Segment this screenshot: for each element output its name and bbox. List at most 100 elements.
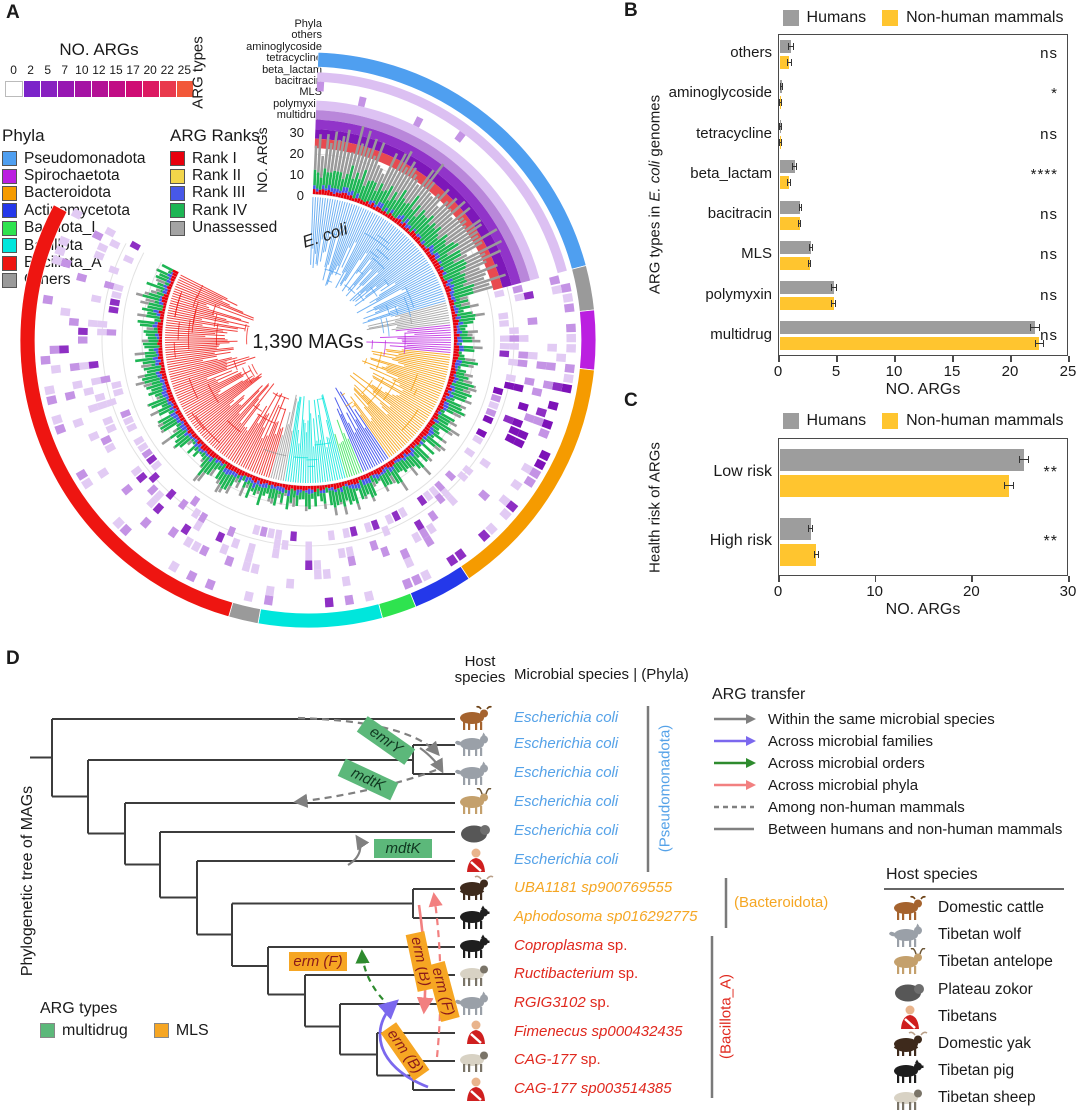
arg-heatmap-tile — [524, 476, 536, 488]
radial-bar-segment — [440, 277, 443, 278]
group-label-pseudomonadota: (Pseudomonadota) — [657, 709, 674, 869]
humans-legend-label: Humans — [807, 9, 867, 27]
radial-bar-segment — [430, 428, 433, 430]
host-legend-sheep — [886, 1084, 932, 1112]
radial-bar-segment — [138, 321, 155, 323]
radial-bar-segment — [192, 440, 194, 441]
tree-branch — [165, 335, 205, 336]
radial-bar-segment — [165, 382, 168, 383]
radial-bar-segment — [159, 300, 162, 301]
radial-bar-segment — [461, 406, 466, 408]
bar-mammals — [780, 297, 834, 310]
arg-heatmap-tile — [251, 563, 260, 574]
x-tick-label: 30 — [1050, 583, 1080, 600]
radial-bar-segment — [135, 353, 145, 354]
significance-label: ns — [1004, 206, 1058, 223]
radial-bar-segment — [375, 205, 376, 208]
arg-heatmap-tile — [108, 265, 119, 274]
phyla-ring-segment — [572, 266, 595, 312]
host-legend-label: Domestic yak — [938, 1035, 1031, 1053]
radial-bar-segment — [198, 444, 201, 447]
radial-bar-segment — [464, 375, 473, 377]
arg-heatmap-tile — [519, 335, 529, 342]
radial-bar-segment — [161, 291, 163, 292]
radial-bar-segment — [200, 466, 201, 467]
radial-bar-segment — [343, 482, 344, 486]
arg-heatmap-tile — [347, 556, 356, 567]
radial-bar-segment — [171, 282, 174, 283]
radial-bar-segment — [318, 489, 319, 497]
radial-bar-segment — [459, 356, 464, 357]
phyla-ring-segment — [410, 566, 469, 607]
radial-bar-segment — [456, 299, 460, 300]
arg-heatmap-tile — [95, 393, 106, 402]
radial-bar-segment — [378, 202, 380, 207]
radial-bar-segment — [337, 483, 338, 488]
radial-bar-segment — [355, 198, 356, 202]
radial-bar-segment — [423, 248, 425, 250]
arg-heatmap-tile — [342, 576, 351, 587]
radial-bar-segment — [414, 229, 416, 231]
arg-heatmap-tile — [364, 522, 373, 533]
radial-bar-segment — [158, 283, 164, 285]
radial-bar-segment — [174, 403, 177, 404]
taxon-label: Escherichia coli — [514, 709, 618, 726]
radial-bar-segment — [195, 440, 197, 442]
radial-bar-segment — [281, 484, 282, 487]
radial-bar-segment — [144, 384, 152, 386]
radial-bar-segment — [201, 460, 203, 462]
taxon-label: Coproplasma sp. — [514, 937, 627, 954]
radial-bar-segment — [443, 396, 446, 397]
x-tick-mark — [1010, 356, 1012, 362]
transfer-legend-item: Across microbial orders — [712, 752, 1062, 774]
radial-bar-segment — [438, 412, 441, 414]
arg-heatmap-tile — [499, 320, 509, 327]
error-bar — [799, 204, 802, 211]
radial-bar-segment — [420, 434, 423, 437]
taxon-suffix: sp. — [614, 965, 638, 982]
arg-heatmap-tile — [317, 82, 325, 92]
radial-bar-segment — [372, 471, 374, 474]
radial-bar-segment — [240, 488, 244, 496]
arg-heatmap-tile — [199, 545, 210, 557]
error-bar — [792, 163, 797, 170]
radial-bar-segment — [450, 304, 454, 305]
arg-heatmap-tile — [338, 548, 346, 558]
arg-heatmap-tile — [561, 283, 572, 293]
radial-bar-segment — [330, 490, 332, 505]
arg-heatmap-tile — [97, 401, 108, 410]
radial-bar-segment — [455, 364, 461, 365]
radial-bar-segment — [257, 481, 258, 485]
radial-bar-segment — [185, 433, 188, 436]
arg-heatmap-tile — [290, 531, 297, 541]
radial-bar-segment — [383, 211, 385, 215]
radial-bar-segment — [453, 381, 456, 382]
arg-heatmap-tile — [518, 351, 528, 358]
transfer-arrow-icon — [712, 757, 758, 769]
arg-heatmap-tile — [514, 293, 525, 302]
radial-bar-segment — [152, 382, 160, 384]
x-tick-label: 10 — [876, 363, 912, 380]
radial-bar-segment — [160, 380, 165, 381]
radial-bar-segment — [458, 367, 461, 368]
taxon-suffix: sp. — [577, 1051, 601, 1068]
x-tick-mark — [778, 576, 780, 582]
host-species-header: Host species — [448, 654, 512, 686]
arg-heatmap-tile — [97, 467, 109, 479]
category-label: others — [626, 44, 772, 61]
arg-heatmap-tile — [168, 560, 180, 572]
radial-bar-segment — [144, 347, 159, 348]
arg-heatmap-tile — [244, 591, 254, 602]
arg-heatmap-tile — [113, 283, 124, 292]
taxon-label: Escherichia coli — [514, 764, 618, 781]
radial-bar-segment — [431, 253, 433, 255]
radial-bar-segment — [405, 225, 408, 228]
radial-bar-segment — [157, 375, 162, 376]
radial-bar-segment — [428, 433, 431, 435]
radial-bar-segment — [164, 295, 169, 297]
radial-bar-segment — [172, 277, 176, 279]
radial-bar-segment — [267, 480, 268, 483]
arg-heatmap-tile — [54, 424, 66, 435]
host-legend-label: Tibetans — [938, 1008, 997, 1026]
radial-bar-segment — [206, 454, 208, 456]
